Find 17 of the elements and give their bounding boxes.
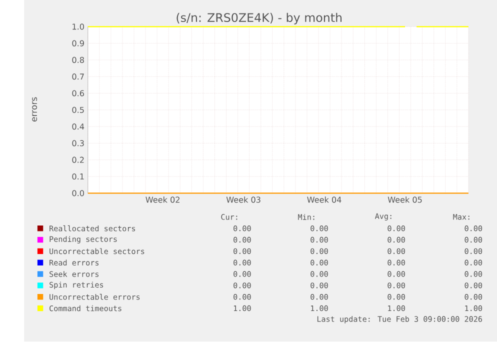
x-tick-label: Week 03	[226, 196, 260, 203]
y-tick-label: 1.0	[72, 24, 84, 30]
y-tick-label: 0.6	[72, 90, 84, 96]
y-tick-label: 0.4	[72, 124, 84, 130]
chart-title: (s/n: ZRS0ZE4K) - by month	[176, 13, 342, 25]
y-tick-label: 0.2	[72, 157, 84, 164]
y-tick-label: 0.3	[72, 140, 84, 146]
y-tick-label: 0.1	[72, 174, 84, 180]
y-tick-label: 0.5	[72, 107, 84, 114]
y-axis-title: errors	[32, 97, 38, 122]
x-tick-label: Week 05	[388, 196, 422, 203]
y-tick-label: 0.8	[72, 57, 84, 64]
y-tick-label: 0.7	[72, 74, 84, 80]
y-tick-label: 0.9	[72, 40, 84, 47]
y-tick-label: 0.0	[72, 190, 84, 196]
x-tick-label: Week 04	[307, 196, 342, 203]
x-tick-label: Week 02	[146, 196, 180, 203]
